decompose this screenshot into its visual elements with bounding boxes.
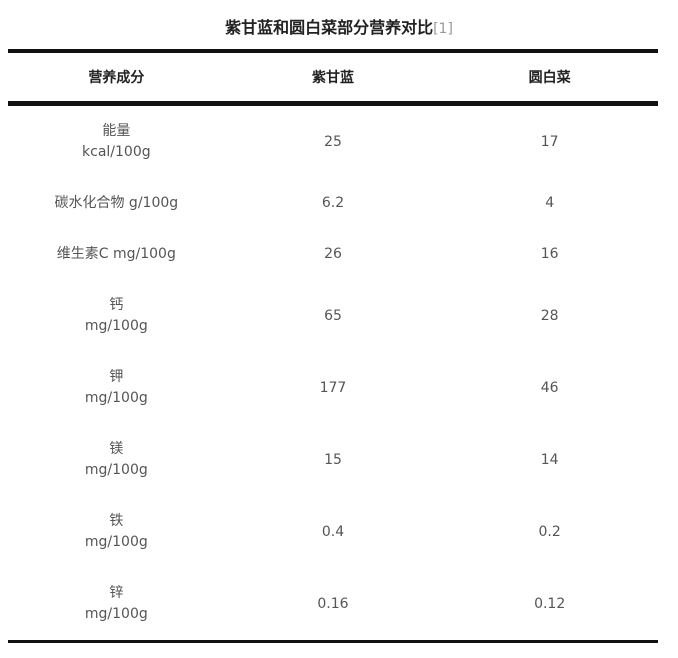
nutrient-name: 钙	[109, 297, 124, 313]
cabbage-value: 16	[540, 246, 559, 262]
nutrient-name: 碳水化合物 g/100g	[54, 195, 179, 211]
red-cabbage-value: 0.16	[317, 595, 349, 612]
nutrient-cell: 铁 mg/100g	[8, 496, 225, 568]
table-row: 钾 mg/100g 177 46	[8, 352, 658, 424]
title-text: 紫甘蓝和圆白菜部分营养对比	[225, 18, 434, 37]
red-cabbage-value: 26	[324, 246, 342, 262]
nutrient-name: 铁	[109, 513, 124, 529]
reference-link[interactable]: [1]	[433, 21, 453, 37]
cabbage-value: 46	[540, 379, 559, 396]
nutrient-unit: mg/100g	[84, 462, 148, 478]
red-cabbage-value: 0.4	[321, 523, 345, 540]
table-row: 碳水化合物 g/100g 6.2 4	[8, 178, 658, 229]
cabbage-value: 28	[540, 307, 559, 324]
nutrient-name: 镁	[109, 441, 124, 457]
nutrition-table: 营养成分 紫甘蓝 圆白菜 能量 kcal/100g 25 17 碳水化合物 g/100g…	[8, 49, 658, 643]
header-nutrient: 营养成分	[88, 70, 145, 86]
nutrient-unit: mg/100g	[84, 606, 148, 622]
cabbage-value: 0.2	[538, 523, 561, 540]
nutrient-name: 能量	[102, 123, 131, 139]
nutrient-cell: 能量 kcal/100g	[8, 104, 225, 179]
table-row: 镁 mg/100g 15 14	[8, 424, 658, 496]
table-row: 铁 mg/100g 0.4 0.2	[8, 496, 658, 568]
header-cabbage: 圆白菜	[528, 70, 571, 86]
table-title: 紫甘蓝和圆白菜部分营养对比[1]	[0, 14, 678, 38]
header-red-cabbage: 紫甘蓝	[311, 70, 354, 86]
table-row: 锌 mg/100g 0.16 0.12	[8, 568, 658, 642]
nutrient-name: 维生素C mg/100g	[56, 246, 176, 262]
red-cabbage-value: 65	[324, 307, 342, 324]
cabbage-value: 17	[540, 133, 559, 150]
table-row: 钙 mg/100g 65 28	[8, 280, 658, 352]
nutrient-cell: 钾 mg/100g	[8, 352, 225, 424]
nutrient-cell: 碳水化合物 g/100g	[8, 178, 225, 229]
cabbage-value: 4	[545, 195, 555, 211]
nutrient-cell: 锌 mg/100g	[8, 568, 225, 642]
nutrient-unit: mg/100g	[84, 390, 148, 406]
table-row: 能量 kcal/100g 25 17	[8, 104, 658, 179]
cabbage-value: 0.12	[534, 595, 566, 612]
nutrient-unit: kcal/100g	[82, 144, 151, 160]
nutrient-name: 锌	[109, 585, 124, 601]
nutrient-cell: 钙 mg/100g	[8, 280, 225, 352]
header-row: 营养成分 紫甘蓝 圆白菜	[8, 51, 658, 104]
red-cabbage-value: 6.2	[321, 195, 345, 211]
nutrient-cell: 镁 mg/100g	[8, 424, 225, 496]
nutrient-unit: mg/100g	[84, 534, 148, 550]
nutrient-cell: 维生素C mg/100g	[8, 229, 225, 280]
red-cabbage-value: 15	[324, 451, 342, 468]
cabbage-value: 14	[540, 451, 559, 468]
nutrient-unit: mg/100g	[84, 318, 148, 334]
nutrient-name: 钾	[109, 369, 124, 385]
red-cabbage-value: 177	[319, 379, 347, 396]
red-cabbage-value: 25	[324, 133, 342, 150]
table-row: 维生素C mg/100g 26 16	[8, 229, 658, 280]
